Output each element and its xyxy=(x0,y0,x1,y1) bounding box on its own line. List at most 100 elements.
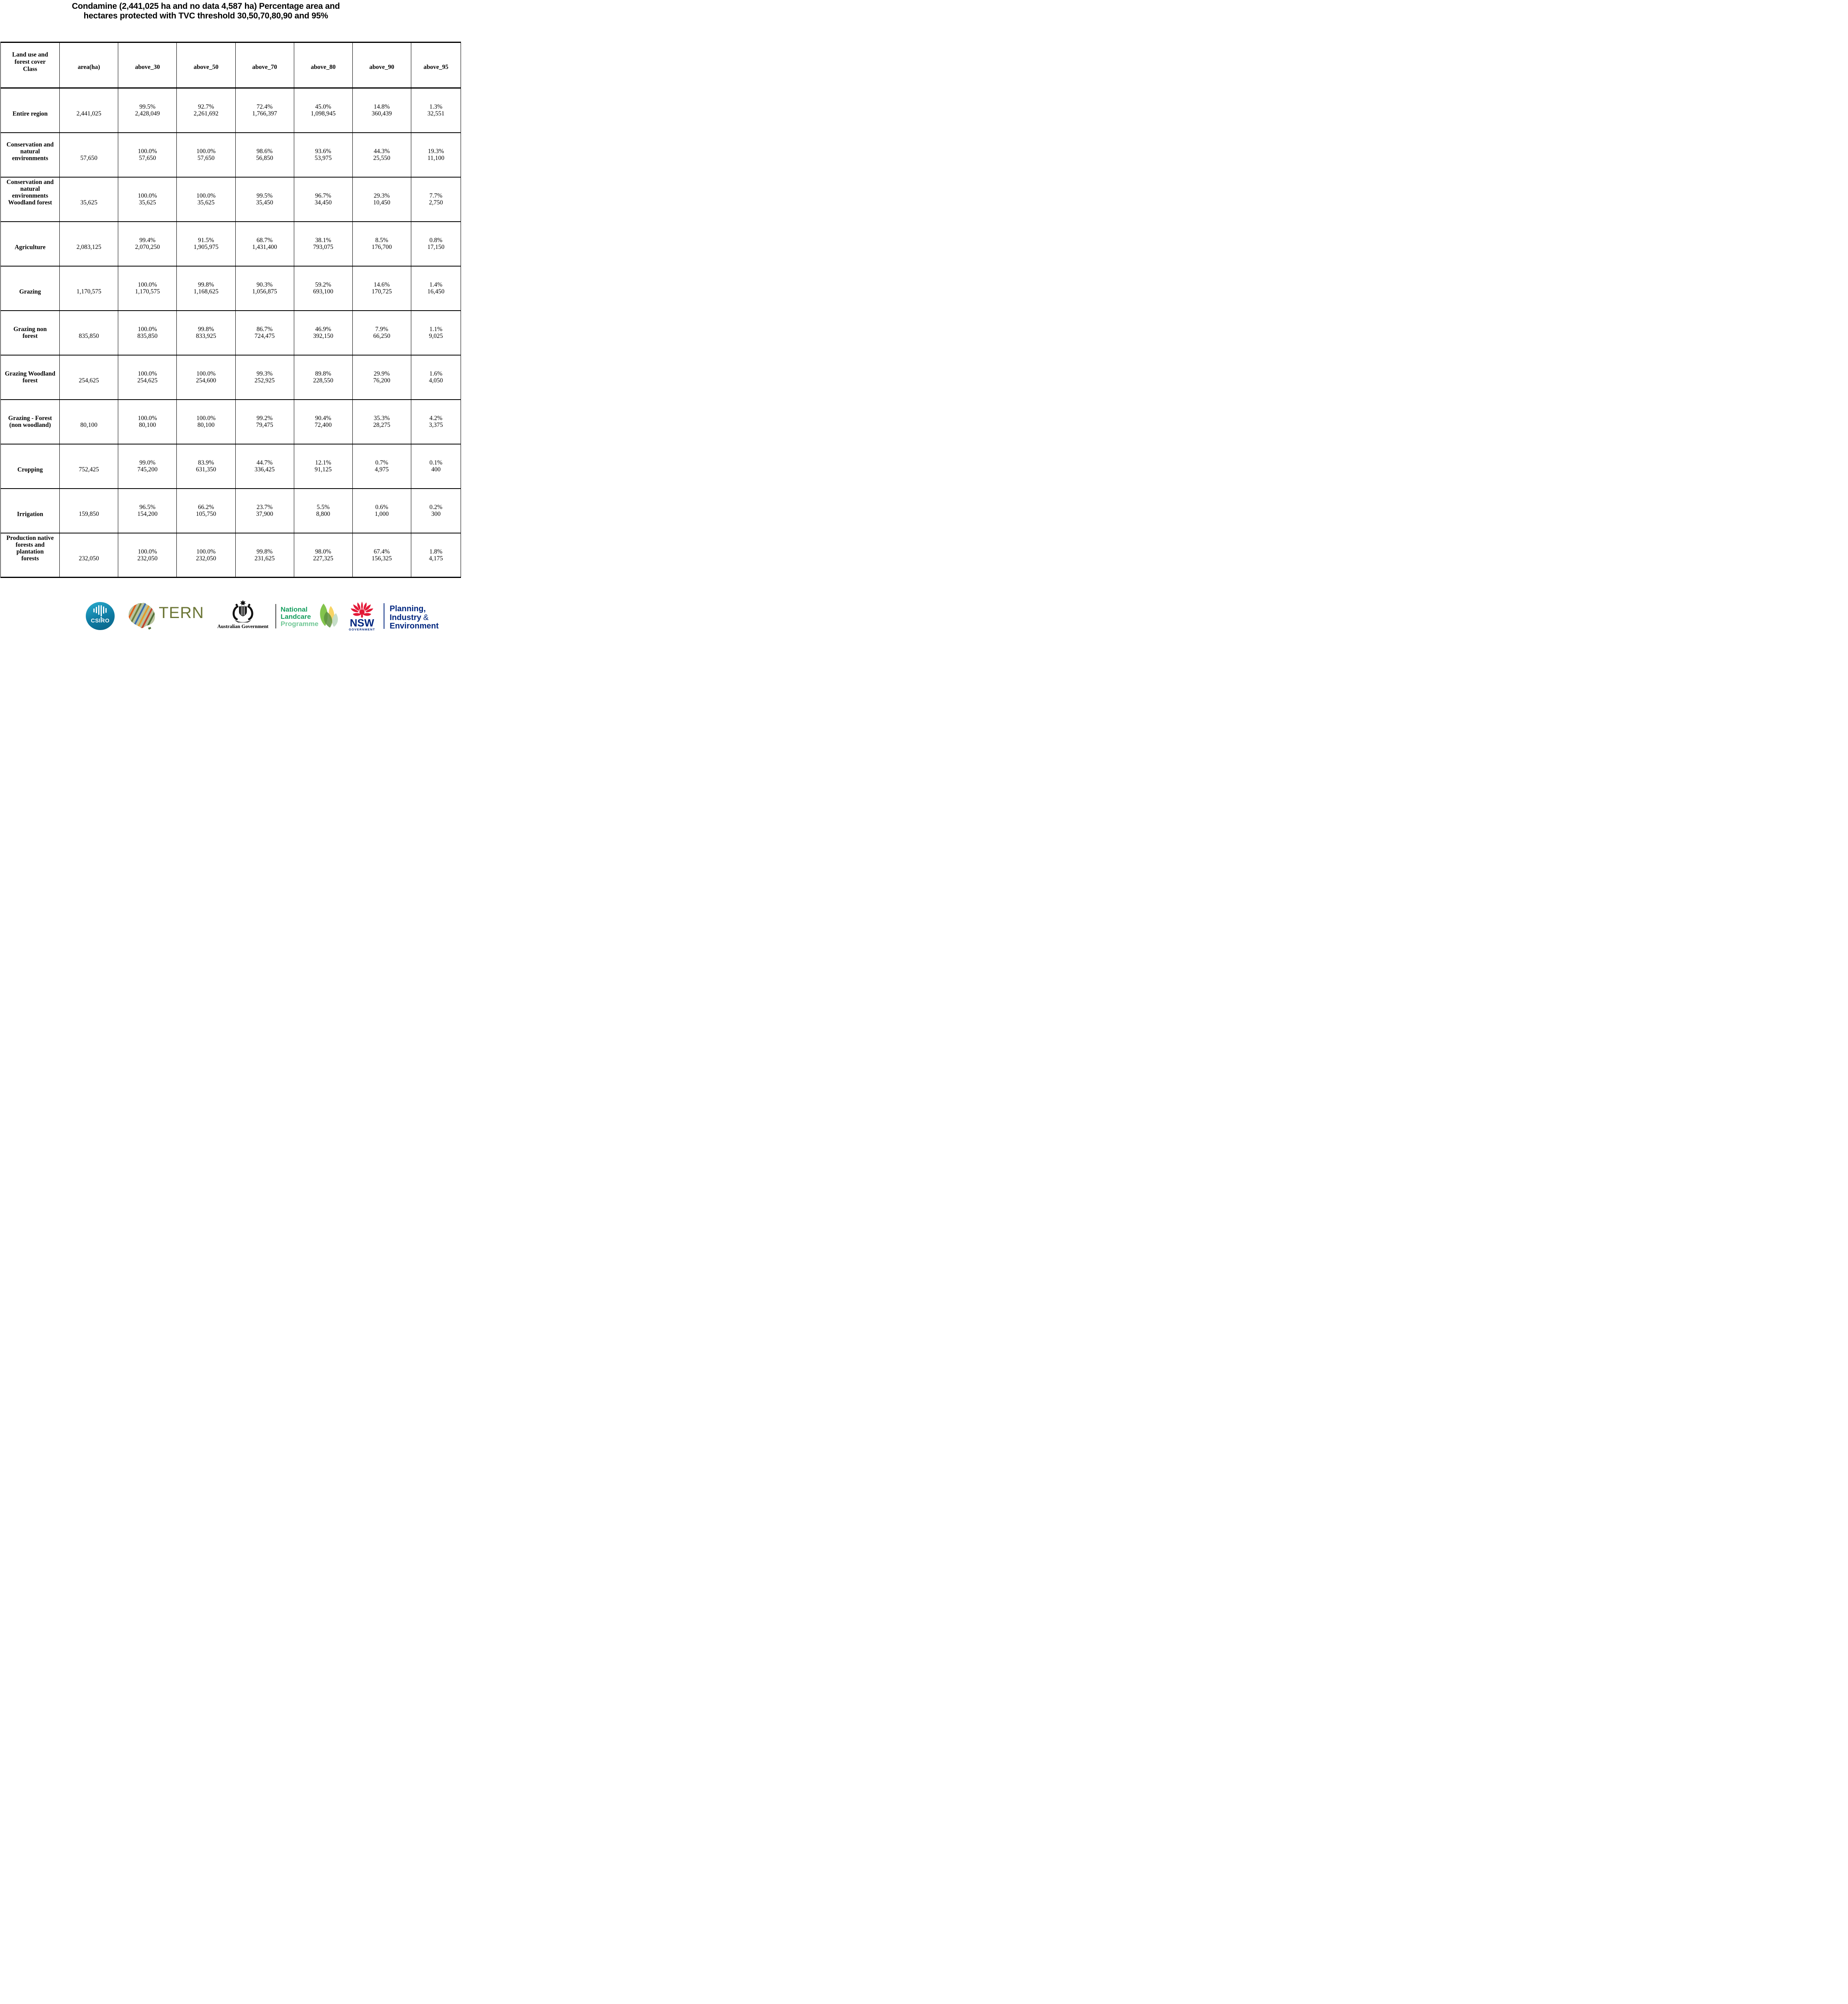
threshold-cell: 1.8% 4,175 xyxy=(410,533,461,578)
ha-value: 28,275 xyxy=(373,422,390,428)
pct-value: 14.6% xyxy=(374,281,390,288)
col-header-class: Land use and forest cover Class xyxy=(0,42,60,89)
area-value: 232,050 xyxy=(79,555,99,562)
ha-value: 35,450 xyxy=(256,199,273,206)
area-cell: 2,441,025 xyxy=(59,88,118,133)
ha-value: 232,050 xyxy=(196,555,216,562)
threshold-cell: 90.4% 72,400 xyxy=(293,399,353,444)
table-row: Production native forests and plantation fo… xyxy=(0,533,461,578)
spacer xyxy=(60,504,118,511)
threshold-cell: 99.2% 79,475 xyxy=(235,399,294,444)
logo-divider xyxy=(275,604,276,628)
table-row: Grazing - Forest (non woodland) 80,100 100.… xyxy=(0,399,461,444)
planning-industry-environment-wordmark: Planning, Industry & Environment xyxy=(390,604,439,631)
ha-value: 3,375 xyxy=(429,422,443,428)
threshold-cell: 29.9% 76,200 xyxy=(352,355,411,400)
col-header-label: area(ha) xyxy=(77,63,100,71)
threshold-cell: 100.0% 35,625 xyxy=(118,177,177,222)
threshold-cell: 99.8% 833,925 xyxy=(176,310,235,355)
ha-value: 631,350 xyxy=(196,466,216,473)
pct-value: 67.4% xyxy=(374,548,390,555)
threshold-cell: 99.4% 2,070,250 xyxy=(118,221,177,266)
col-header-above_90: above_90 xyxy=(352,42,411,89)
row-label-line: Conservation and xyxy=(6,141,54,148)
csiro-starburst-icon xyxy=(93,605,107,619)
pct-value: 100.0% xyxy=(137,281,157,288)
ha-value: 35,625 xyxy=(139,199,156,206)
threshold-cell: 90.3% 1,056,875 xyxy=(235,266,294,311)
area-value: 1,170,575 xyxy=(76,288,101,295)
area-value: 2,441,025 xyxy=(76,110,101,117)
ha-value: 9,025 xyxy=(429,333,443,339)
threshold-cell: 12.1% 91,125 xyxy=(293,444,353,489)
ha-value: 17,150 xyxy=(427,244,445,250)
pct-value: 89.8% xyxy=(315,370,332,377)
spacer xyxy=(60,237,118,244)
pct-value: 7.7% xyxy=(429,192,443,199)
row-label: Grazing Woodland forest xyxy=(1,370,60,384)
col-header-class-line: forest cover xyxy=(14,58,46,65)
pct-value: 38.1% xyxy=(315,237,332,244)
pct-value: 0.7% xyxy=(375,459,388,466)
table-row: Conservation and natural environments Woodl… xyxy=(0,177,461,222)
ha-value: 80,100 xyxy=(139,422,156,428)
pct-value: 99.0% xyxy=(139,459,156,466)
area-value: 254,625 xyxy=(79,377,99,384)
threshold-cell: 100.0% 80,100 xyxy=(118,399,177,444)
pct-value: 100.0% xyxy=(196,192,216,199)
row-label-line: Grazing - Forest xyxy=(8,415,52,422)
ha-value: 231,625 xyxy=(254,555,275,562)
nsw-government-text: GOVERNMENT xyxy=(349,628,375,631)
ha-value: 57,650 xyxy=(139,155,156,162)
area-cell: 254,625 xyxy=(59,355,118,400)
pct-value: 7.9% xyxy=(375,326,388,333)
pct-value: 35.3% xyxy=(374,415,390,422)
ha-value: 35,625 xyxy=(197,199,215,206)
threshold-cell: 66.2% 105,750 xyxy=(176,488,235,533)
ha-value: 724,475 xyxy=(254,333,275,339)
area-cell: 232,050 xyxy=(59,533,118,578)
col-header-area(ha): area(ha) xyxy=(59,42,118,89)
csiro-logo: CSIRO xyxy=(86,602,115,630)
row-label: Grazing - Forest (non woodland) xyxy=(1,415,60,428)
spacer xyxy=(60,459,118,466)
row-label: Conservation and natural environments Woodl… xyxy=(1,179,60,206)
row-label-line: plantation xyxy=(16,548,44,555)
pct-value: 59.2% xyxy=(315,281,332,288)
ha-value: 76,200 xyxy=(373,377,390,384)
row-label-cell: Grazing Woodland forest xyxy=(0,355,60,400)
row-label-line: forest xyxy=(22,333,38,339)
col-header-class-line: Land use and xyxy=(12,51,48,58)
ha-value: 835,850 xyxy=(137,333,158,339)
national-landcare-wordmark: National Landcare Programme xyxy=(281,606,318,628)
threshold-cell: 44.7% 336,425 xyxy=(235,444,294,489)
row-label: Grazing xyxy=(1,288,60,295)
col-header-above_70: above_70 xyxy=(235,42,294,89)
area-cell: 835,850 xyxy=(59,310,118,355)
spacer xyxy=(60,370,118,377)
ha-value: 2,750 xyxy=(429,199,443,206)
threshold-cell: 59.2% 693,100 xyxy=(293,266,353,311)
row-label-cell: Conservation and natural environments Woodl… xyxy=(0,177,60,222)
threshold-cell: 0.2% 300 xyxy=(410,488,461,533)
ha-value: 254,625 xyxy=(137,377,158,384)
landcare-line3: Programme xyxy=(281,620,319,628)
threshold-cell: 0.1% 400 xyxy=(410,444,461,489)
pct-value: 93.6% xyxy=(315,148,332,155)
ha-value: 1,170,575 xyxy=(135,288,160,295)
ha-value: 4,175 xyxy=(429,555,443,562)
pct-value: 100.0% xyxy=(137,148,157,155)
page-title: Condamine (2,441,025 ha and no data 4,58… xyxy=(26,2,385,21)
page-title-line1: Condamine (2,441,025 ha and no data 4,58… xyxy=(72,2,340,11)
threshold-cell: 1.3% 32,551 xyxy=(410,88,461,133)
threshold-cell: 99.5% 2,428,049 xyxy=(118,88,177,133)
threshold-cell: 38.1% 793,075 xyxy=(293,221,353,266)
threshold-cell: 100.0% 35,625 xyxy=(176,177,235,222)
col-header-label: above_50 xyxy=(193,63,218,71)
ha-value: 170,725 xyxy=(372,288,392,295)
ha-value: 53,975 xyxy=(314,155,332,162)
threshold-cell: 72.4% 1,766,397 xyxy=(235,88,294,133)
ha-value: 2,261,692 xyxy=(193,110,218,117)
ha-value: 105,750 xyxy=(196,511,216,517)
threshold-cell: 1.4% 16,450 xyxy=(410,266,461,311)
